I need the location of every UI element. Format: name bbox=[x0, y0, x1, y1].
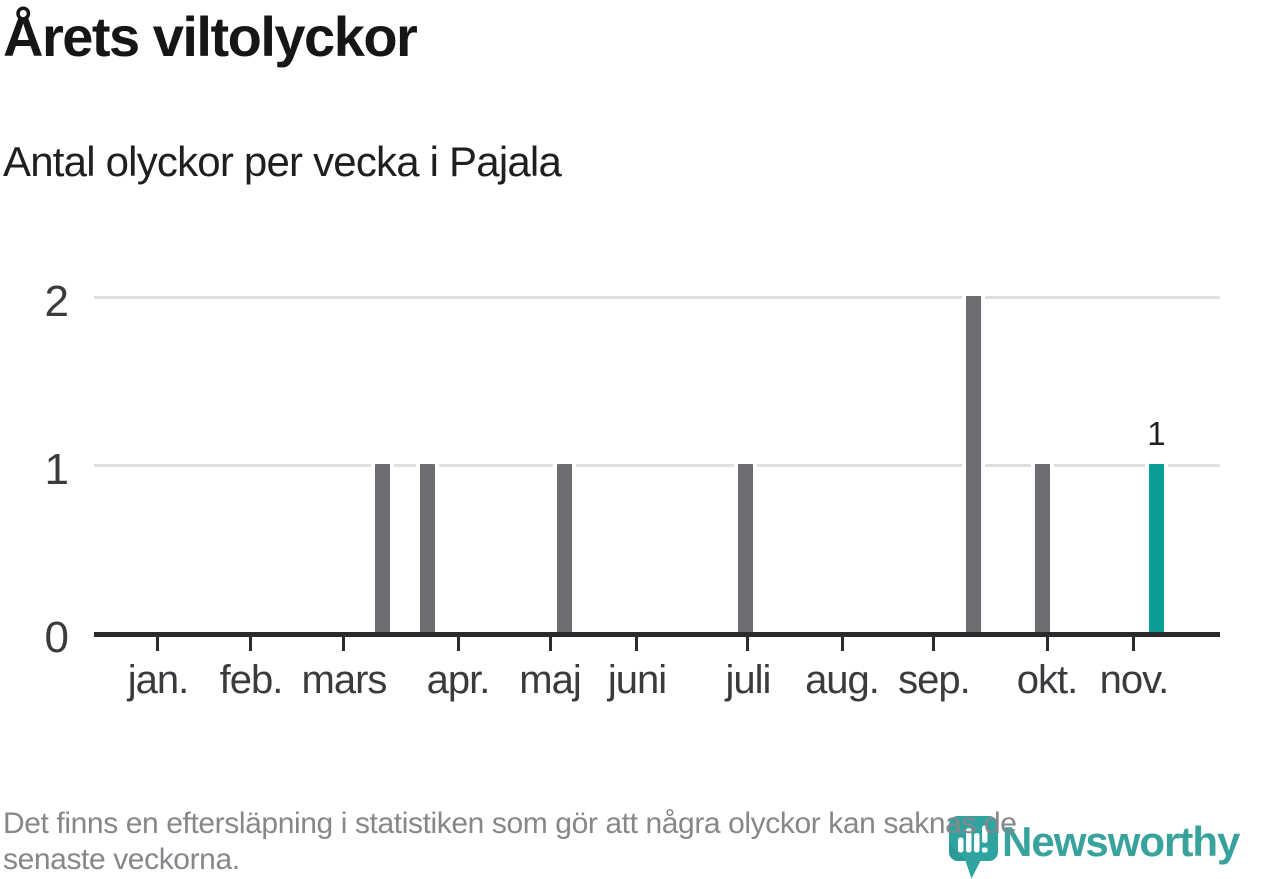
y-axis-label: 1 bbox=[44, 445, 69, 494]
x-axis-tick bbox=[840, 637, 844, 651]
x-axis-tick bbox=[932, 637, 936, 651]
newsworthy-wordmark: Newsworthy bbox=[1002, 818, 1240, 865]
x-axis-label: feb. bbox=[219, 658, 284, 702]
x-axis-label: juni bbox=[607, 658, 667, 702]
gridline-y2 bbox=[94, 296, 1220, 299]
bar-week bbox=[370, 464, 394, 632]
newsworthy-pin-icon bbox=[949, 816, 998, 879]
x-axis-tick bbox=[342, 637, 346, 651]
footnote: Det finns en eftersläpning i statistiken… bbox=[3, 806, 1017, 878]
bar-week bbox=[416, 464, 440, 632]
x-axis-label: jan. bbox=[127, 658, 190, 702]
x-axis-line bbox=[94, 632, 1220, 637]
bar-week bbox=[553, 464, 577, 632]
x-axis-label: juli bbox=[725, 658, 772, 702]
bar-week bbox=[734, 464, 758, 632]
y-axis-label: 2 bbox=[44, 277, 69, 326]
bar-week bbox=[962, 296, 986, 632]
bar-value-label: 1 bbox=[1147, 415, 1166, 452]
footnote-line-1: Det finns en eftersläpning i statistiken… bbox=[3, 807, 1017, 840]
chart-subtitle: Antal olyckor per vecka i Pajala bbox=[3, 138, 562, 185]
bar-highlighted bbox=[1144, 464, 1168, 632]
x-axis-label: maj bbox=[519, 658, 581, 702]
x-axis-label: nov. bbox=[1099, 658, 1170, 702]
footnote-line-2: senaste veckorna. bbox=[3, 843, 240, 876]
x-axis-tick bbox=[156, 637, 160, 651]
x-axis-label: sep. bbox=[898, 658, 971, 702]
bar-week bbox=[1031, 464, 1055, 632]
x-axis-tick bbox=[249, 637, 253, 651]
x-axis-label: mars bbox=[301, 658, 388, 702]
x-axis-tick bbox=[1132, 637, 1136, 651]
x-axis-tick bbox=[456, 637, 460, 651]
x-axis-tick bbox=[1045, 637, 1049, 651]
page-title: Årets viltolyckor bbox=[3, 5, 418, 68]
y-axis-label: 0 bbox=[44, 613, 69, 662]
x-axis-tick bbox=[635, 637, 639, 651]
x-axis-label: okt. bbox=[1016, 658, 1078, 702]
gridline-y1 bbox=[94, 464, 1220, 467]
x-axis-label: apr. bbox=[426, 658, 491, 702]
x-axis-label: aug. bbox=[805, 658, 880, 702]
x-axis-tick bbox=[746, 637, 750, 651]
x-axis-tick bbox=[548, 637, 552, 651]
